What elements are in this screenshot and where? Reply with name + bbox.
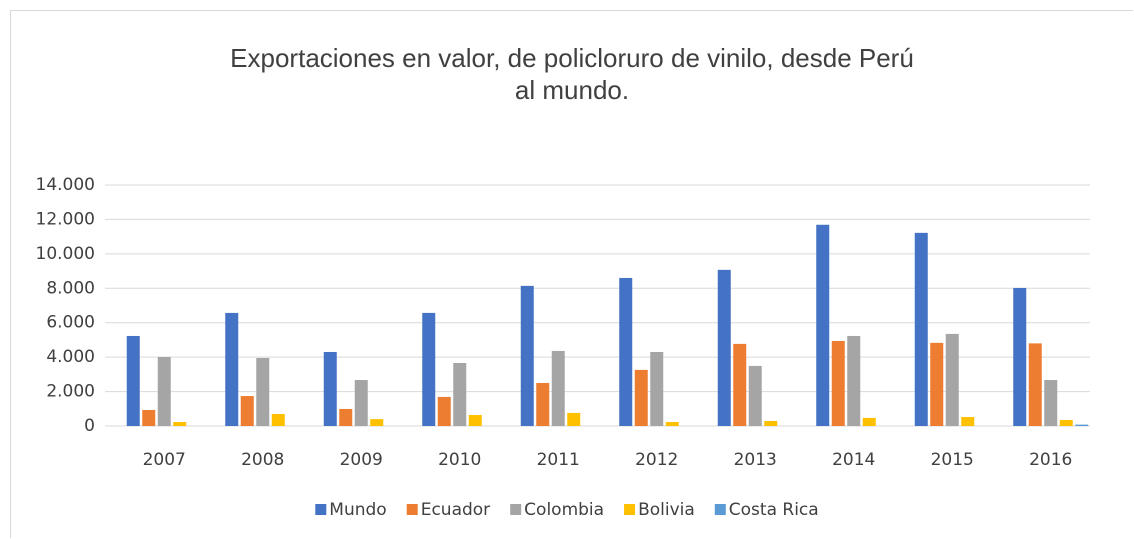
bar	[650, 351, 664, 426]
x-tick-label: 2015	[931, 450, 974, 470]
bar	[1013, 287, 1027, 426]
bar	[520, 285, 534, 426]
x-tick-label: 2010	[438, 450, 481, 470]
x-tick-label: 2013	[734, 450, 777, 470]
bar	[323, 351, 337, 426]
bar	[945, 333, 959, 426]
bar	[733, 343, 747, 426]
x-tick-label: 2009	[340, 450, 383, 470]
bar	[847, 335, 861, 426]
y-tick-label: 8.000	[46, 278, 95, 298]
bar	[619, 277, 633, 426]
bar	[816, 224, 830, 426]
bar	[225, 312, 239, 426]
bar	[437, 396, 451, 426]
y-tick-label: 2.000	[46, 382, 95, 402]
bar	[961, 417, 975, 426]
legend-label: Mundo	[329, 500, 386, 520]
bar	[930, 342, 944, 426]
legend-swatch	[510, 504, 522, 515]
chart-title: Exportaciones en valor, de policloruro d…	[230, 43, 914, 105]
y-tick-label: 4.000	[46, 347, 95, 367]
bar	[665, 422, 679, 426]
legend-label: Costa Rica	[729, 500, 819, 520]
bar	[536, 382, 550, 426]
bar	[256, 358, 270, 426]
bar	[748, 365, 762, 426]
y-tick-label: 6.000	[46, 313, 95, 333]
x-tick-label: 2014	[832, 450, 875, 470]
bar	[1075, 424, 1089, 426]
bar	[764, 421, 778, 426]
bar	[240, 396, 254, 426]
y-tick-label: 0	[84, 416, 95, 436]
bar	[1044, 380, 1058, 426]
chart-frame	[10, 10, 1133, 538]
bar	[370, 419, 384, 426]
legend-swatch	[714, 504, 726, 515]
bar	[354, 380, 368, 426]
bar	[157, 356, 171, 426]
x-tick-label: 2012	[635, 450, 678, 470]
x-tick-label: 2016	[1029, 450, 1072, 470]
bar	[422, 312, 436, 426]
legend-label: Bolivia	[638, 500, 695, 520]
x-tick-label: 2008	[241, 450, 284, 470]
bar	[862, 417, 876, 426]
legend-label: Colombia	[524, 500, 604, 520]
bar	[1028, 343, 1042, 426]
bar	[551, 350, 565, 426]
x-tick-label: 2007	[143, 450, 186, 470]
legend-label: Ecuador	[421, 500, 490, 520]
bar	[567, 412, 581, 426]
bar	[142, 409, 156, 426]
bar	[468, 414, 482, 426]
y-tick-label: 14.000	[36, 175, 95, 195]
bar	[634, 369, 648, 426]
bar	[173, 422, 187, 426]
bar	[126, 335, 140, 426]
y-tick-label: 10.000	[36, 244, 95, 264]
y-tick-label: 12.000	[36, 209, 95, 229]
bar	[831, 340, 845, 426]
bar	[453, 362, 467, 426]
bar	[271, 413, 285, 426]
bar	[1059, 419, 1073, 426]
bar	[339, 408, 353, 426]
legend-swatch	[406, 504, 418, 515]
bar	[914, 232, 928, 426]
legend-swatch	[315, 504, 327, 515]
x-tick-label: 2011	[537, 450, 580, 470]
bar	[717, 269, 731, 426]
legend-swatch	[624, 504, 636, 515]
